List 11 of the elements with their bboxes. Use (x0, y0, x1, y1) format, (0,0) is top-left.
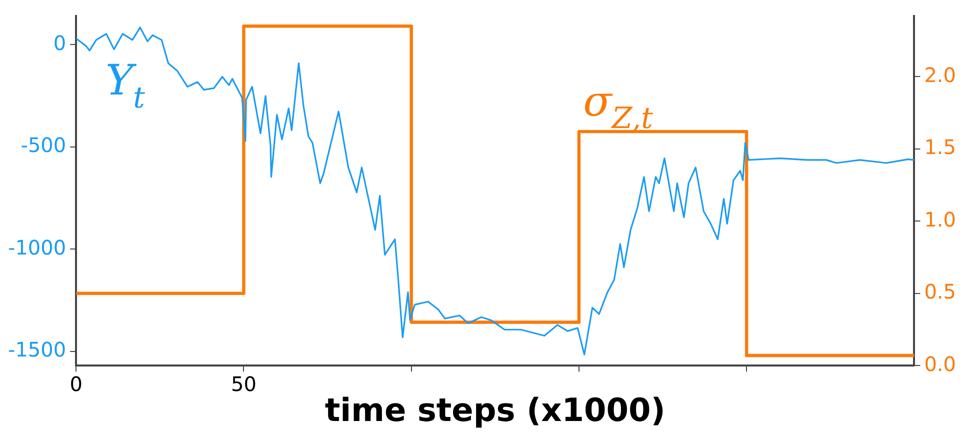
y-tick-label: 0 (53, 30, 66, 55)
y2-tick-label: 2.0 (924, 62, 956, 87)
y-tick-label: -500 (20, 133, 66, 158)
x-tick-label: 50 (231, 372, 256, 396)
y2-tick-label: 1.0 (924, 207, 956, 232)
y2-tick-label: 0.0 (924, 352, 956, 376)
y-tick-label: -1000 (8, 235, 66, 260)
y2-tick-label: 1.5 (924, 135, 956, 160)
y-tick-label: -1500 (8, 337, 66, 362)
x-axis-title: time steps (x1000) (324, 391, 666, 430)
y2-tick-label: 0.5 (924, 280, 956, 304)
